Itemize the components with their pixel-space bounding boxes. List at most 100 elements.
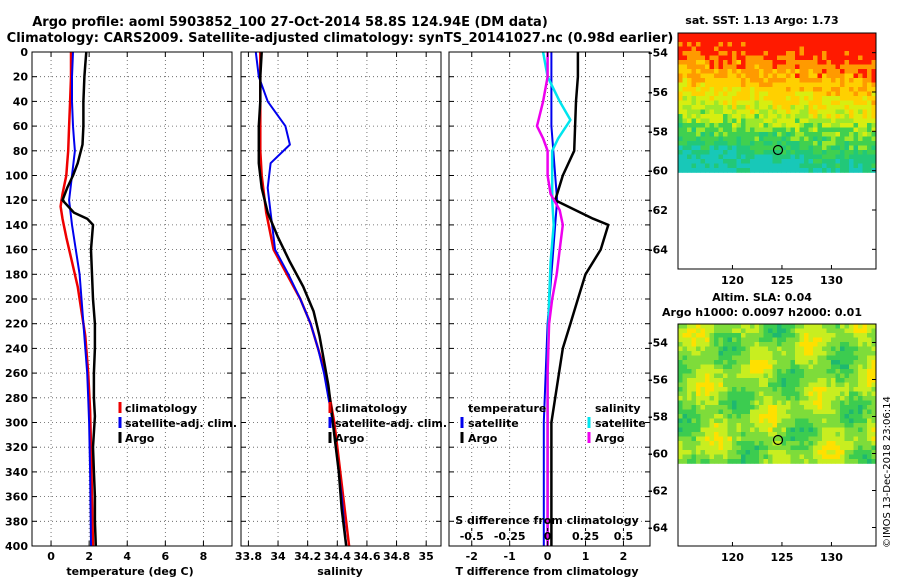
map-cell — [844, 42, 850, 47]
map-cell — [822, 123, 827, 128]
map-cell — [732, 454, 737, 460]
map-cell — [871, 382, 877, 388]
map-cell — [763, 105, 769, 110]
map-cell — [786, 37, 791, 43]
map-cell — [844, 364, 850, 370]
map-cell — [849, 55, 854, 61]
map-cell — [754, 436, 760, 442]
map-cell — [754, 132, 760, 137]
map-cell — [867, 91, 872, 97]
map-cell — [871, 159, 877, 164]
map-cell — [723, 364, 728, 370]
map-cell — [831, 69, 836, 74]
map-cell — [754, 382, 760, 388]
map-cell — [741, 432, 746, 437]
map-cell — [853, 382, 859, 388]
map-cell — [867, 168, 872, 173]
map-cell — [678, 342, 683, 347]
map-cell — [862, 60, 868, 65]
map-cell — [808, 109, 814, 115]
map-cell — [822, 427, 827, 433]
map-cell — [858, 100, 863, 106]
map-cell — [727, 168, 733, 173]
map-cell — [826, 454, 832, 460]
map-cell — [862, 405, 868, 410]
map-cell — [822, 454, 827, 460]
map-cell — [804, 382, 809, 388]
legend-label-satellite: satellite-adj. clim. — [335, 417, 447, 430]
map-cell — [687, 46, 692, 52]
map-cell — [768, 42, 773, 47]
map-cell — [691, 324, 697, 329]
map-cell — [862, 324, 868, 329]
map-cell — [840, 132, 845, 137]
map-cell — [840, 154, 845, 160]
map-cell — [813, 69, 818, 74]
map-cell — [745, 159, 751, 164]
map-cell — [745, 55, 751, 61]
map-cell — [691, 51, 697, 56]
map-cell — [786, 342, 791, 347]
map-cell — [727, 355, 733, 361]
map-cell — [754, 360, 760, 365]
map-cell — [790, 132, 796, 137]
legend-label-climatology: climatology — [125, 402, 197, 415]
map-cell — [853, 78, 859, 83]
map-cell — [871, 150, 877, 155]
map-cell — [871, 37, 877, 43]
map-cell — [700, 441, 706, 446]
map-cell — [867, 145, 872, 151]
map-cell — [714, 378, 719, 383]
map-cell — [786, 427, 791, 433]
map-cell — [790, 459, 796, 464]
map-cell — [799, 432, 805, 437]
map-cell — [691, 91, 697, 97]
map-cell — [687, 91, 692, 97]
map-cell — [826, 441, 832, 446]
map-cell — [763, 427, 769, 433]
map-cell — [772, 427, 778, 433]
map-cell — [759, 405, 764, 410]
map-cell — [777, 387, 782, 392]
map-cell — [777, 159, 782, 164]
map-cell — [799, 100, 805, 106]
map-cell — [795, 454, 800, 460]
map-cell — [799, 355, 805, 361]
map-cell — [795, 378, 800, 383]
map-cell — [687, 109, 692, 115]
map-cell — [786, 123, 791, 128]
map-cell — [687, 427, 692, 433]
map-cell — [763, 82, 769, 88]
map-cell — [700, 159, 706, 164]
map-cell — [849, 391, 854, 397]
map-cell — [727, 51, 733, 56]
map-cell — [853, 64, 859, 70]
map-cell — [835, 168, 841, 173]
map-cell — [840, 328, 845, 334]
map-cell — [691, 351, 697, 356]
argo-location-marker — [772, 144, 784, 156]
map-cell — [831, 127, 836, 133]
map-cell — [741, 423, 746, 428]
map-cell — [867, 42, 872, 47]
map-cell — [822, 391, 827, 397]
map-cell — [750, 141, 755, 146]
map-cell — [781, 396, 787, 401]
map-cell — [709, 369, 715, 374]
map-cell — [840, 37, 845, 43]
map-cell — [732, 132, 737, 137]
map-cell — [705, 123, 710, 128]
map-cell — [723, 414, 728, 419]
map-cell — [696, 414, 701, 419]
map-cell — [772, 409, 778, 415]
map-cell — [777, 418, 782, 424]
map-cell — [709, 159, 715, 164]
map-cell — [745, 396, 751, 401]
map-cell — [853, 333, 859, 338]
map-cell — [871, 351, 877, 356]
map-cell — [682, 396, 688, 401]
map-cell — [804, 127, 809, 133]
map-cell — [849, 423, 854, 428]
map-cell — [732, 382, 737, 388]
map-cell — [691, 414, 697, 419]
